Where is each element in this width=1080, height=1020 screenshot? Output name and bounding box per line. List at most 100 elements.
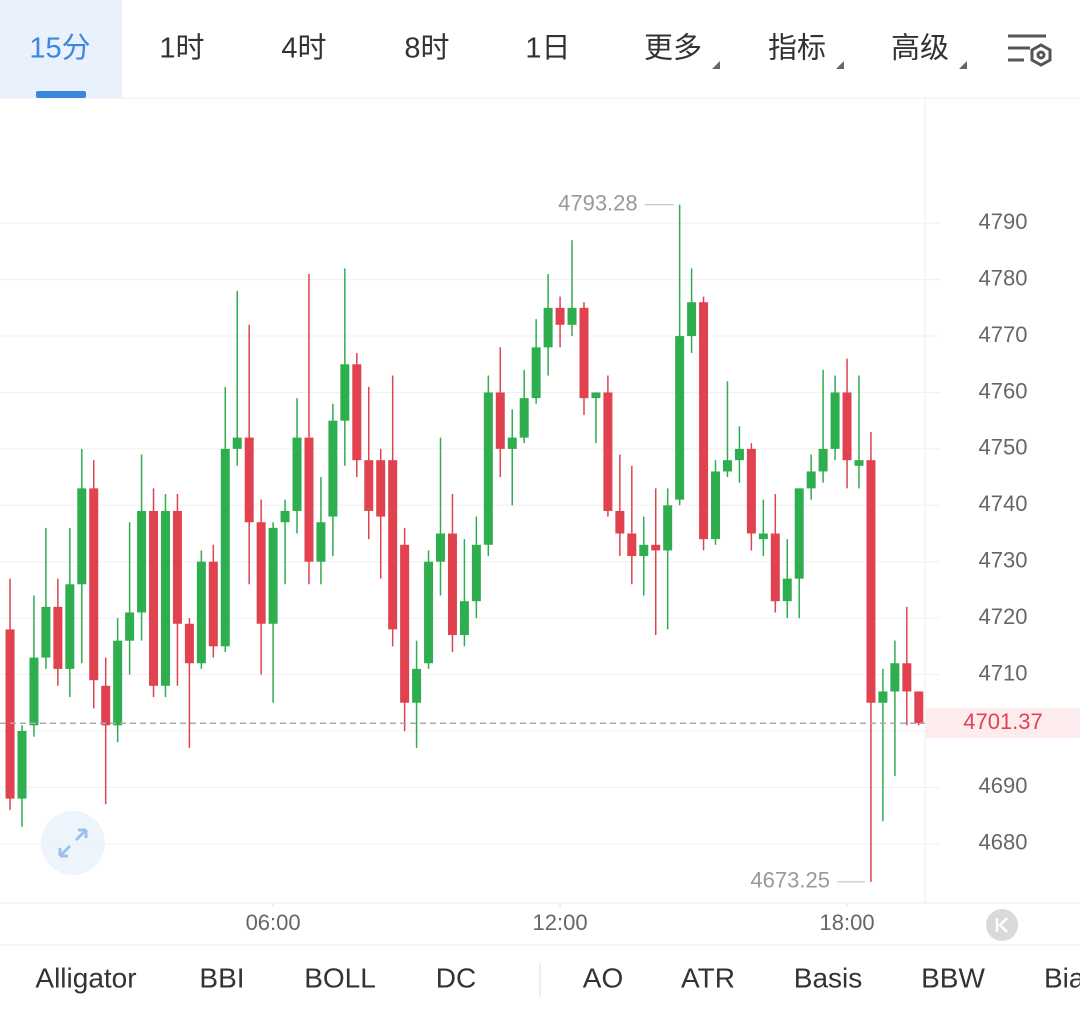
tab[interactable]: 4时 (281, 32, 326, 65)
y-tick-label: 4740 (979, 491, 1028, 516)
tab[interactable]: 15分 (29, 33, 90, 65)
candle-body (113, 640, 123, 726)
candle-body (555, 307, 565, 325)
candle-body (256, 522, 266, 624)
candle-body (352, 364, 362, 461)
y-tick-label: 4760 (979, 378, 1028, 403)
candle-body (400, 544, 410, 703)
candle-body (232, 437, 242, 449)
candle-body (651, 544, 661, 551)
selected-tab-indicator (36, 91, 86, 98)
candle-body (711, 471, 721, 540)
last-price-tag (926, 708, 1080, 739)
indicator-tab[interactable]: BBI (199, 962, 244, 993)
candle-body (220, 448, 230, 647)
candle-body (854, 460, 864, 466)
candle-body (65, 584, 75, 669)
indicator-tab[interactable]: Bias (1044, 962, 1080, 993)
selected-tab-bg (0, 0, 122, 98)
candle-body (663, 505, 673, 551)
candle-body (412, 668, 422, 703)
indicator-tab[interactable]: BBW (921, 962, 985, 993)
candle-body (603, 392, 613, 511)
candle-body (160, 510, 170, 686)
tab[interactable]: 8时 (404, 32, 449, 65)
candle-body (172, 510, 182, 624)
max-annotation: 4793.28 (558, 191, 638, 216)
candle-body (902, 663, 912, 692)
candle-body (914, 691, 924, 724)
candle-body (746, 448, 756, 534)
y-tick-label: 4780 (979, 265, 1028, 290)
candle-body (53, 606, 63, 669)
candle-body (17, 730, 27, 799)
candle-body (328, 420, 338, 517)
candle-body (543, 307, 553, 348)
candle-body (758, 533, 768, 540)
indicator-tab[interactable]: Alligator (35, 962, 136, 993)
candle-body (687, 302, 697, 337)
candle-body (639, 544, 649, 557)
indicator-tab[interactable]: DC (436, 962, 476, 993)
y-tick-label: 4770 (979, 322, 1028, 347)
candle-body (29, 657, 39, 726)
candle-body (818, 448, 828, 472)
candle-body (196, 561, 206, 664)
tab[interactable]: 更多 (644, 32, 702, 65)
candle-body (292, 437, 302, 511)
candle-body (830, 392, 840, 449)
scroll-latest-button[interactable] (986, 909, 1018, 941)
x-tick-label: 18:00 (820, 910, 875, 935)
tab[interactable]: 1日 (525, 33, 570, 65)
candle-body (675, 336, 685, 500)
y-tick-label: 4790 (979, 209, 1028, 234)
last-price-label: 4701.37 (963, 709, 1043, 734)
candle-body (137, 510, 147, 613)
candle-body (483, 392, 493, 545)
dropdown-arrow (836, 61, 844, 69)
candle-body (316, 522, 326, 562)
y-tick-label: 4730 (979, 548, 1028, 573)
candle-body (149, 510, 159, 686)
y-tick-label: 4710 (979, 660, 1028, 685)
indicator-tab[interactable]: ATR (681, 962, 735, 993)
dropdown-arrow (959, 61, 967, 69)
indicator-tab[interactable]: AO (583, 962, 623, 993)
candle-body (280, 510, 290, 523)
candle-body (364, 460, 374, 511)
expand-button[interactable] (41, 811, 105, 875)
candle-body (459, 601, 469, 636)
candle-body (340, 364, 350, 421)
settings-icon[interactable] (1008, 34, 1052, 67)
candle-body (507, 437, 517, 449)
indicator-tab[interactable]: BOLL (304, 962, 376, 993)
candle-body (890, 663, 900, 692)
candle-body (268, 527, 278, 624)
candle-body (77, 488, 87, 585)
candle-body (627, 533, 637, 557)
candle-body (782, 578, 792, 602)
candle-body (519, 398, 529, 438)
candle-body (734, 448, 744, 461)
candle-body (615, 510, 625, 534)
candle-body (244, 437, 254, 523)
candle-body (531, 347, 541, 399)
candle-body (806, 471, 816, 489)
y-tick-label: 4720 (979, 604, 1028, 629)
candle-body (471, 544, 481, 602)
candle-body (89, 488, 99, 681)
y-tick-label: 4750 (979, 435, 1028, 460)
tab[interactable]: 指标 (768, 32, 826, 65)
candle-body (376, 460, 386, 517)
candle-body (388, 460, 398, 630)
tab[interactable]: 高级 (891, 32, 949, 65)
candle-body (184, 623, 194, 664)
indicator-tab[interactable]: Basis (794, 962, 862, 993)
tab[interactable]: 1时 (159, 32, 204, 65)
candle-body (579, 307, 589, 399)
candle-body (304, 437, 314, 562)
candle-body (208, 561, 218, 647)
candle-body (794, 488, 804, 579)
